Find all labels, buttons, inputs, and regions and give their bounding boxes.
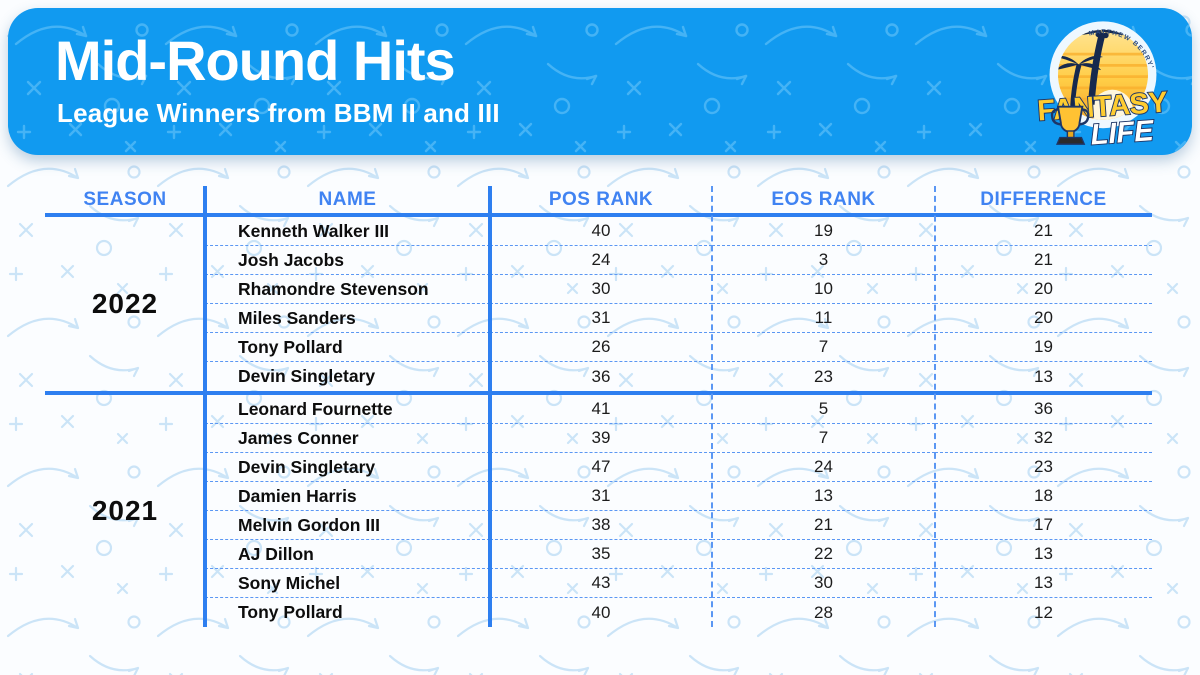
column-header-pos-rank: POS RANK [548, 188, 654, 210]
player-name: Rhamondre Stevenson [205, 275, 490, 304]
eos-rank-value: 11 [712, 304, 935, 333]
pos-rank-value: 31 [490, 304, 712, 333]
column-header-difference: DIFFERENCE [980, 188, 1107, 210]
pos-rank-value: 24 [490, 246, 712, 275]
pos-rank-value: 47 [490, 453, 712, 482]
logo-life-text: LIFE [1090, 115, 1157, 151]
column-header-season: SEASON [83, 188, 167, 210]
difference-value: 12 [1034, 602, 1053, 622]
season-label: 2022 [91, 288, 159, 319]
player-name: James Conner [205, 424, 490, 453]
column-divider-solid [203, 186, 207, 627]
eos-rank-value: 3 [712, 246, 935, 275]
eos-rank-value: 28 [814, 602, 833, 622]
table-header-row: SEASON NAME POS RANK EOS RANK DIFFERENCE [45, 186, 1152, 217]
difference-value: 13 [1034, 366, 1053, 386]
difference-value: 18 [935, 482, 1152, 511]
fantasy-life-logo: MATTHEW BERRY'S FANTASY LIFE [1028, 11, 1169, 152]
player-name: Devin Singletary [238, 366, 376, 386]
column-header-name: NAME [318, 188, 377, 210]
pos-rank-value: 35 [490, 540, 712, 569]
difference-value: 36 [935, 395, 1152, 424]
pos-rank-value: 38 [490, 511, 712, 540]
eos-rank-value: 7 [712, 333, 935, 362]
header-banner: Mid-Round Hits League Winners from BBM I… [8, 8, 1192, 155]
season-group: 2021 Leonard Fournette 41 5 36 James Conner 39… [45, 391, 1152, 627]
player-name: Miles Sanders [205, 304, 490, 333]
player-name: Sony Michel [205, 569, 490, 598]
difference-value: 23 [935, 453, 1152, 482]
playbook-pattern-banner [8, 8, 1192, 155]
player-name: Leonard Fournette [205, 395, 490, 424]
difference-value: 21 [935, 246, 1152, 275]
difference-value: 32 [935, 424, 1152, 453]
pos-rank-value: 40 [490, 217, 712, 246]
player-name: Josh Jacobs [205, 246, 490, 275]
eos-rank-value: 10 [712, 275, 935, 304]
column-divider-dashed [934, 186, 936, 627]
eos-rank-value: 5 [712, 395, 935, 424]
sun-icon [1091, 89, 1133, 120]
eos-rank-value: 21 [712, 511, 935, 540]
difference-value: 21 [935, 217, 1152, 246]
trophy-icon [1050, 105, 1090, 145]
pos-rank-value: 41 [490, 395, 712, 424]
season-group: 2022 Kenneth Walker III 40 19 21 Josh Jacobs 2… [45, 217, 1152, 391]
pos-rank-value: 40 [591, 602, 611, 622]
pos-rank-value: 39 [490, 424, 712, 453]
results-table: SEASON NAME POS RANK EOS RANK DIFFERENCE… [45, 186, 1152, 627]
eos-rank-value: 19 [712, 217, 935, 246]
player-name: Kenneth Walker III [205, 217, 490, 246]
page-title: Mid-Round Hits [55, 29, 456, 92]
pos-rank-value: 26 [490, 333, 712, 362]
eos-rank-value: 13 [712, 482, 935, 511]
column-divider-solid [488, 186, 492, 627]
player-name: Melvin Gordon III [205, 511, 490, 540]
player-name: Devin Singletary [205, 453, 490, 482]
column-header-eos-rank: EOS RANK [771, 188, 876, 210]
difference-value: 17 [935, 511, 1152, 540]
eos-rank-value: 23 [814, 366, 833, 386]
difference-value: 20 [935, 304, 1152, 333]
difference-value: 20 [935, 275, 1152, 304]
column-divider-dashed [711, 186, 713, 627]
difference-value: 13 [935, 540, 1152, 569]
player-name: Damien Harris [205, 482, 490, 511]
player-name: Tony Pollard [238, 602, 343, 622]
pos-rank-value: 30 [490, 275, 712, 304]
season-label: 2021 [91, 495, 159, 526]
eos-rank-value: 24 [712, 453, 935, 482]
player-name: Tony Pollard [205, 333, 490, 362]
page-subtitle: League Winners from BBM II and III [57, 98, 500, 128]
difference-value: 19 [935, 333, 1152, 362]
player-name: AJ Dillon [205, 540, 490, 569]
pos-rank-value: 43 [490, 569, 712, 598]
eos-rank-value: 22 [712, 540, 935, 569]
pos-rank-value: 36 [591, 366, 611, 386]
eos-rank-value: 7 [712, 424, 935, 453]
difference-value: 13 [935, 569, 1152, 598]
eos-rank-value: 30 [712, 569, 935, 598]
pos-rank-value: 31 [490, 482, 712, 511]
